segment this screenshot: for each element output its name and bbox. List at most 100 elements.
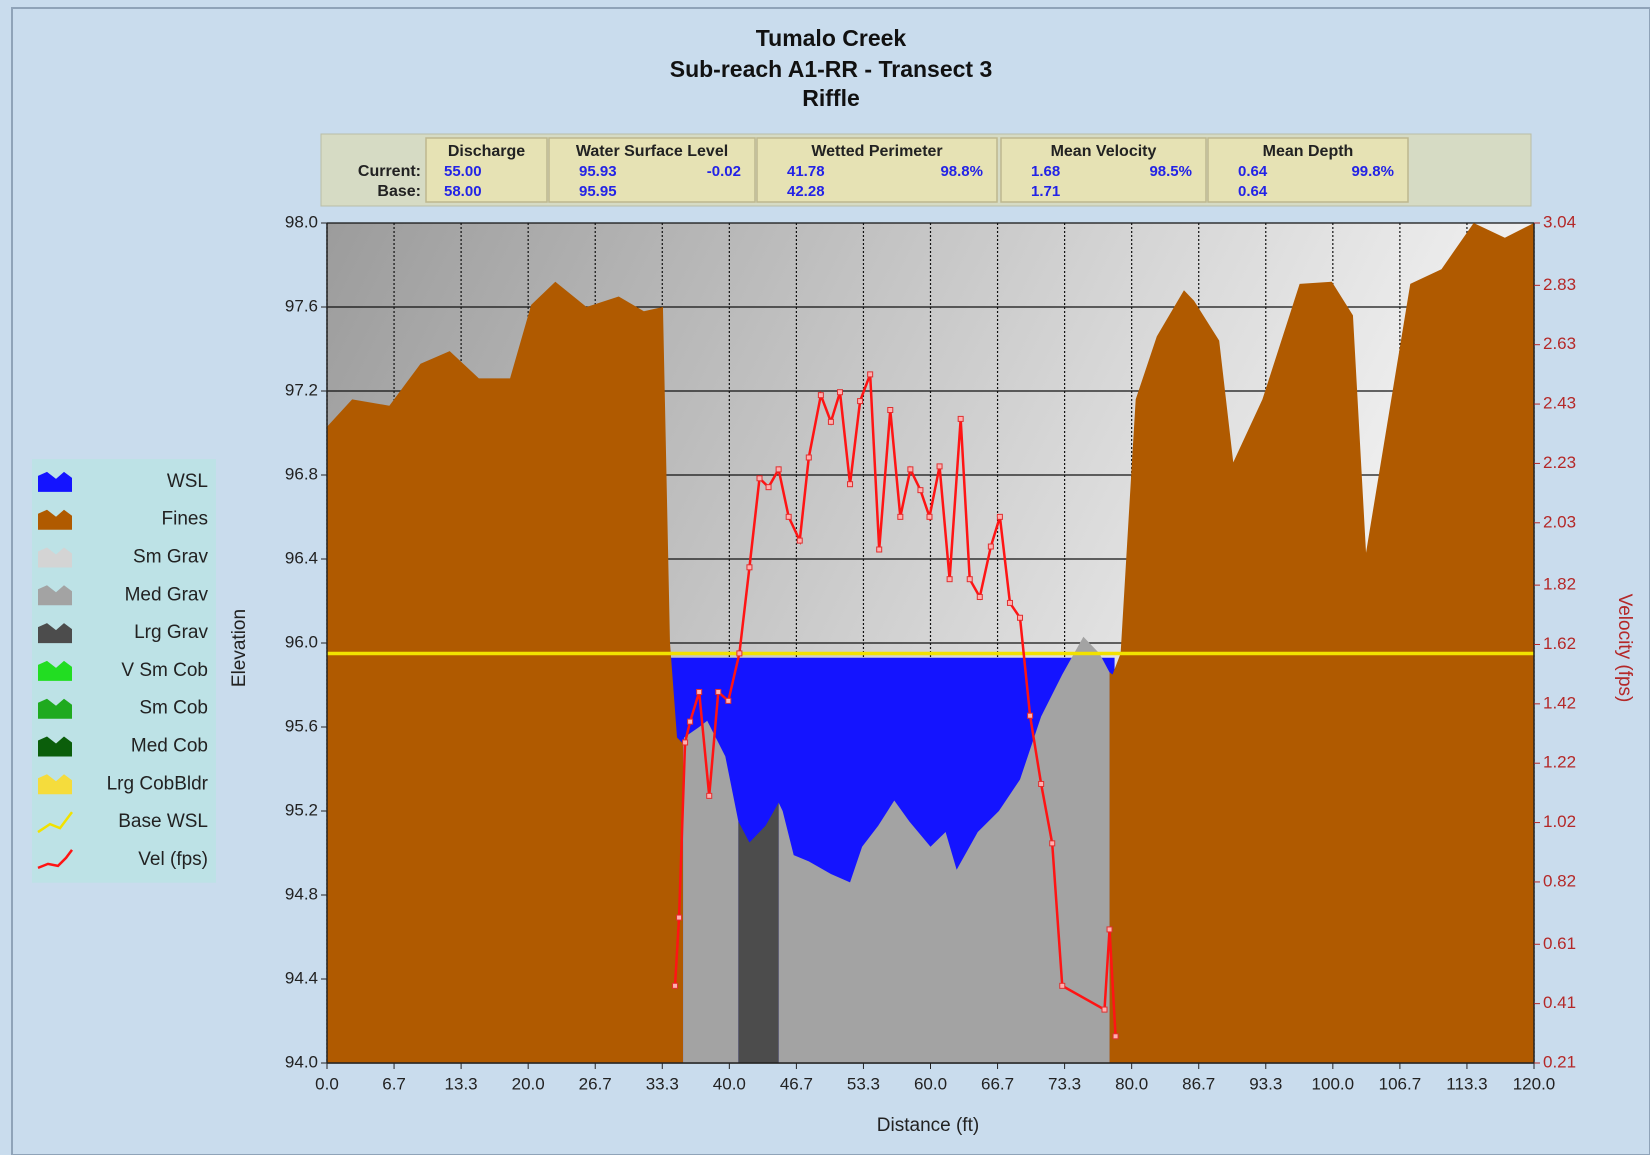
marker	[836, 389, 843, 396]
x-tick-label: 113.3	[1446, 1074, 1487, 1093]
x-tick-label: 93.3	[1249, 1074, 1282, 1093]
legend-swatch	[38, 660, 72, 681]
legend-swatch	[38, 623, 72, 644]
marker	[676, 914, 683, 921]
x-tick-label: 20.0	[512, 1074, 545, 1093]
marker	[1059, 982, 1066, 989]
x-tick-label: 73.3	[1048, 1074, 1081, 1093]
marker	[946, 576, 953, 583]
legend-label: Med Grav	[125, 584, 209, 605]
chart-subtitle: Sub-reach A1-RR - Transect 3	[670, 56, 993, 82]
summary-base: 0.64	[1238, 183, 1268, 200]
y2-tick-label: 0.21	[1543, 1052, 1576, 1071]
marker	[876, 546, 883, 553]
y-tick-label: 94.4	[285, 968, 318, 987]
y-tick-label: 98.0	[285, 212, 318, 231]
marker	[1038, 780, 1045, 787]
legend-label: Sm Cob	[139, 698, 208, 719]
summary-row-label: Base:	[377, 183, 421, 200]
y-tick-label: 94.8	[285, 884, 318, 903]
marker	[936, 463, 943, 470]
summary-base: 1.71	[1031, 183, 1060, 200]
x-tick-label: 0.0	[315, 1074, 339, 1093]
y2-tick-label: 1.22	[1543, 753, 1576, 772]
marker	[996, 513, 1003, 520]
marker	[1101, 1006, 1108, 1013]
summary-cell	[756, 137, 998, 203]
summary-base: 42.28	[787, 183, 825, 200]
summary-change: -0.02	[707, 163, 741, 180]
marker	[917, 487, 924, 494]
y-tick-label: 95.2	[285, 800, 318, 819]
summary-cell	[1207, 137, 1409, 203]
y2-tick-label: 2.43	[1543, 394, 1576, 413]
marker	[907, 466, 914, 473]
y-tick-label: 96.8	[285, 464, 318, 483]
y2-axis-label: Velocity (fps)	[1614, 594, 1635, 703]
chart-title: Tumalo Creek	[756, 25, 907, 51]
y-tick-label: 94.0	[285, 1052, 318, 1071]
x-tick-label: 6.7	[382, 1074, 406, 1093]
marker	[785, 513, 792, 520]
x-tick-label: 100.0	[1312, 1074, 1355, 1093]
y2-tick-label: 0.41	[1543, 993, 1576, 1012]
legend-label: Sm Grav	[133, 547, 208, 568]
marker	[746, 564, 753, 571]
marker	[887, 406, 894, 413]
y2-tick-label: 0.61	[1543, 934, 1576, 953]
summary-current: 41.78	[787, 163, 825, 180]
y2-tick-label: 1.02	[1543, 812, 1576, 831]
x-tick-label: 46.7	[780, 1074, 813, 1093]
summary-change: 98.5%	[1149, 163, 1192, 180]
x-tick-label: 106.7	[1379, 1074, 1422, 1093]
x-tick-label: 66.7	[981, 1074, 1014, 1093]
marker	[1027, 712, 1034, 719]
marker	[687, 718, 694, 725]
marker	[827, 418, 834, 425]
marker	[1006, 599, 1013, 606]
marker	[957, 415, 964, 422]
summary-header: Wetted Perimeter	[811, 143, 942, 160]
legend-label: V Sm Cob	[121, 660, 208, 681]
x-tick-label: 120.0	[1513, 1074, 1556, 1093]
summary-header: Mean Depth	[1263, 143, 1354, 160]
legend-swatch	[37, 849, 73, 870]
marker	[847, 481, 854, 488]
legend-swatch	[37, 811, 73, 834]
marker	[775, 466, 782, 473]
legend-swatch	[38, 736, 72, 757]
marker	[765, 484, 772, 491]
summary-cell	[425, 137, 548, 203]
legend-swatch	[38, 585, 72, 606]
summary-header: Discharge	[448, 143, 525, 160]
y2-tick-label: 3.04	[1543, 212, 1576, 231]
marker	[1106, 926, 1113, 933]
y-tick-label: 95.6	[285, 716, 318, 735]
area	[738, 802, 779, 1063]
summary-current: 55.00	[444, 163, 482, 180]
marker	[1049, 840, 1056, 847]
area	[1109, 223, 1534, 1063]
marker	[857, 398, 864, 405]
y2-tick-label: 1.42	[1543, 693, 1576, 712]
marker	[672, 982, 679, 989]
area	[683, 720, 739, 1063]
legend-label: Fines	[162, 509, 208, 530]
legend-label: Lrg CobBldr	[107, 773, 209, 794]
summary-current: 95.93	[579, 163, 617, 180]
y-tick-label: 96.0	[285, 632, 318, 651]
summary-current: 0.64	[1238, 163, 1268, 180]
legend-label: Base WSL	[118, 811, 208, 832]
x-tick-label: 86.7	[1182, 1074, 1215, 1093]
legend-swatch	[38, 774, 72, 795]
marker	[897, 513, 904, 520]
y2-tick-label: 2.63	[1543, 334, 1576, 353]
marker	[976, 593, 983, 600]
legend-swatch	[38, 471, 72, 492]
x-tick-label: 60.0	[914, 1074, 947, 1093]
summary-row-label: Current:	[358, 163, 421, 180]
legend-label: Med Cob	[131, 736, 208, 757]
marker	[736, 650, 743, 657]
marker	[1112, 1033, 1119, 1040]
